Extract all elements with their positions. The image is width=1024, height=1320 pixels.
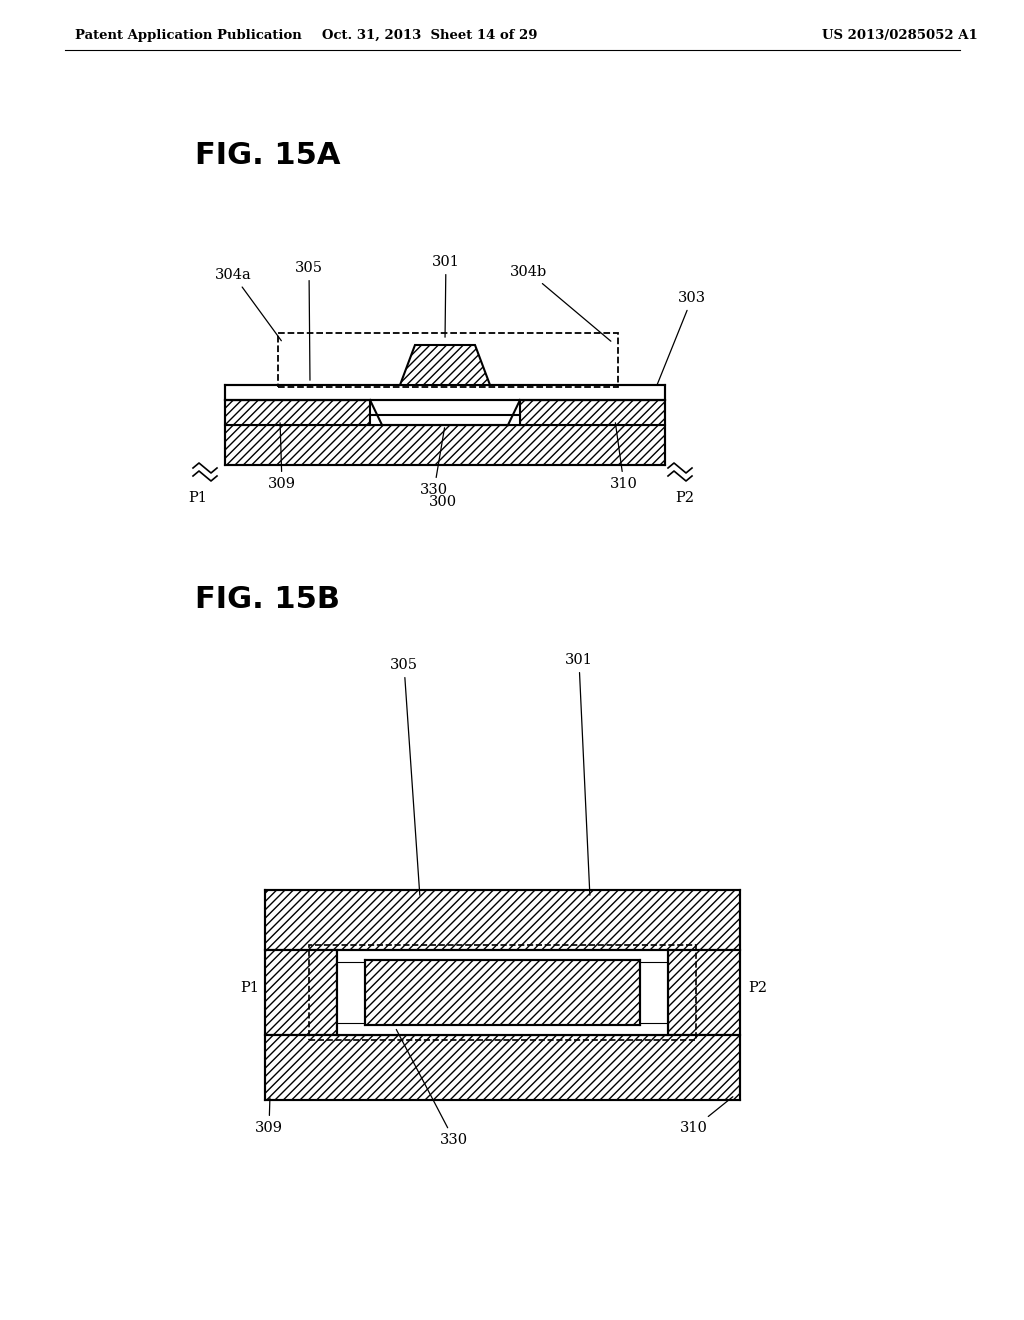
- Text: 310: 310: [680, 1097, 733, 1135]
- Text: Patent Application Publication: Patent Application Publication: [75, 29, 302, 41]
- Text: 304a: 304a: [215, 268, 282, 341]
- Text: FIG. 15B: FIG. 15B: [195, 586, 340, 615]
- Text: 309: 309: [255, 1098, 283, 1135]
- Bar: [309, 945, 696, 1040]
- Bar: [370, 414, 520, 425]
- Text: 330: 330: [396, 1030, 468, 1147]
- Bar: [365, 960, 640, 1026]
- Text: 310: 310: [610, 422, 638, 491]
- Text: FIG. 15A: FIG. 15A: [195, 140, 341, 169]
- Text: P2: P2: [749, 981, 768, 994]
- Text: 305: 305: [295, 261, 323, 380]
- Text: US 2013/0285052 A1: US 2013/0285052 A1: [822, 29, 978, 41]
- Text: 309: 309: [268, 422, 296, 491]
- Bar: [265, 950, 337, 1035]
- Text: 330: 330: [420, 428, 449, 498]
- Text: 305: 305: [390, 657, 420, 895]
- Bar: [278, 333, 618, 387]
- Text: Oct. 31, 2013  Sheet 14 of 29: Oct. 31, 2013 Sheet 14 of 29: [323, 29, 538, 41]
- Text: 303: 303: [656, 290, 707, 388]
- Bar: [225, 425, 665, 465]
- Text: 301: 301: [432, 255, 460, 337]
- Text: 304b: 304b: [510, 265, 611, 341]
- Bar: [225, 385, 665, 400]
- Polygon shape: [400, 345, 490, 385]
- Bar: [265, 1035, 740, 1100]
- Text: P1: P1: [188, 491, 208, 506]
- Text: P2: P2: [676, 491, 694, 506]
- Bar: [520, 400, 665, 425]
- Text: 300: 300: [429, 495, 457, 510]
- Bar: [225, 400, 370, 425]
- Text: P1: P1: [241, 981, 259, 994]
- Bar: [265, 890, 740, 950]
- Bar: [337, 950, 668, 1035]
- Text: 301: 301: [565, 653, 593, 895]
- Bar: [668, 950, 740, 1035]
